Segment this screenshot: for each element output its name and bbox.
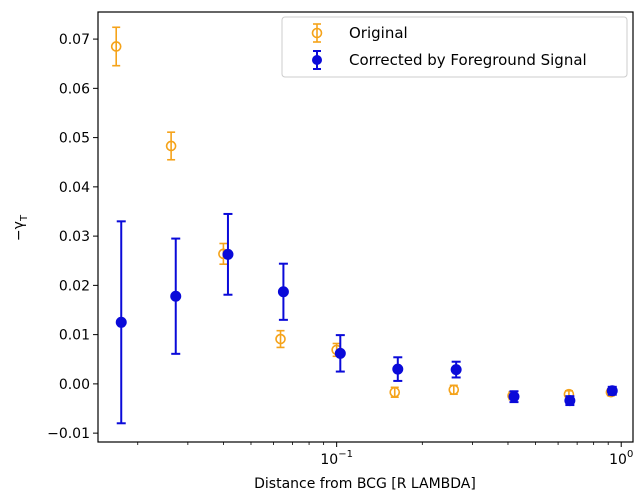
data-point: [165, 140, 177, 152]
data-point: [389, 386, 401, 398]
y-tick-label: 0.07: [59, 32, 90, 48]
data-point: [448, 384, 460, 396]
data-point: [564, 395, 576, 407]
legend: Original Corrected by Foreground Signal: [281, 16, 628, 78]
data-point: [170, 290, 182, 302]
data-point: [508, 391, 520, 403]
y-tick-label: 0.01: [59, 328, 90, 344]
axes-frame: [97, 11, 634, 443]
legend-entry: Corrected by Foreground Signal: [312, 50, 587, 70]
data-point: [110, 41, 122, 52]
y-tick-label: 0.06: [59, 81, 90, 97]
legend-box: [281, 16, 628, 78]
legend-entry: Original: [311, 23, 408, 43]
y-tick-label: 0.02: [59, 278, 90, 294]
plot-area: [98, 12, 633, 442]
axes-layer: −0.01 0.00 0.01 0.02 0.03 0.04 0.05 0.06 0.07 10−…: [47, 11, 634, 468]
y-tick-label: 0.03: [59, 229, 90, 245]
data-point: [606, 385, 618, 397]
x-axis-label: Distance from BCG [R LAMBDA]: [254, 476, 476, 492]
y-tick-label: 0.00: [59, 377, 90, 393]
series-layer: [110, 26, 618, 425]
y-tick-label: −0.01: [47, 426, 90, 442]
series-1: [115, 212, 618, 425]
legend-marker: [311, 27, 323, 39]
legend-label: Corrected by Foreground Signal: [349, 51, 587, 69]
data-point: [115, 316, 127, 328]
y-tick-label: 0.05: [59, 131, 90, 147]
legend-marker: [312, 55, 322, 65]
data-point: [222, 248, 234, 260]
data-point: [277, 286, 289, 298]
data-point: [275, 333, 286, 345]
x-tick-label: 100: [609, 449, 633, 468]
data-point: [392, 363, 404, 375]
data-point: [450, 364, 462, 376]
x-tick-label: 10−1: [320, 449, 353, 468]
y-axis-label: −γT: [11, 214, 30, 241]
y-tick-label: 0.04: [59, 180, 90, 196]
data-point: [334, 347, 346, 359]
legend-label: Original: [349, 24, 408, 42]
